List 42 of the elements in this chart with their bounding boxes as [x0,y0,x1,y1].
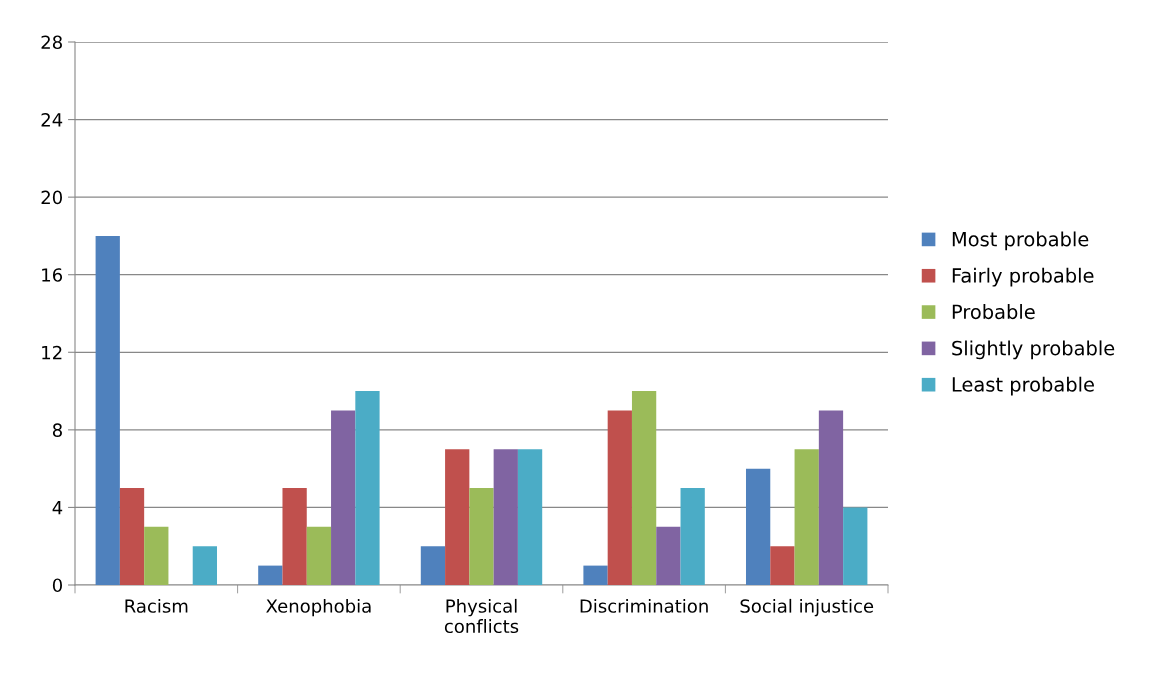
y-tick-label: 4 [52,501,63,515]
bar [517,449,543,585]
y-tick-label: 12 [42,345,62,360]
bar [144,526,169,585]
y-tick-label: 16 [42,268,63,282]
bar [631,391,657,585]
x-tick-label: Physical conflicts [444,598,519,634]
bar [282,488,307,585]
bar [355,391,380,585]
bar [794,449,819,585]
x-tick-label: Social injustice [740,598,874,617]
legend-label: Least probable [952,376,1094,396]
bar [469,488,494,585]
bar [493,449,518,585]
bar [843,507,868,585]
legend-label: Most probable [952,231,1089,251]
legend-label: Slightly probable [952,340,1115,360]
bar [95,235,120,585]
bar [746,468,771,585]
bar [445,449,470,585]
bar [770,546,795,585]
bar [583,565,608,585]
bar [119,488,145,585]
y-tick-label: 28 [41,35,62,50]
bar [680,488,705,585]
bar [607,410,632,585]
legend-label: Fairly probable [952,267,1094,287]
legend-label: Probable [952,304,1035,320]
x-tick-label: Racism [125,598,188,613]
bar [258,565,283,585]
bar [306,526,332,585]
x-tick-label: Xenophobia [266,598,371,617]
y-tick-label: 0 [52,578,62,593]
x-tick-label: Discrimination [580,598,708,613]
bar [331,410,356,585]
y-tick-label: 8 [52,423,62,437]
bar [818,410,844,585]
bar [656,526,681,585]
y-tick-label: 20 [41,190,62,205]
bar [420,546,446,585]
bar [192,546,217,585]
y-tick-label: 24 [41,113,63,127]
